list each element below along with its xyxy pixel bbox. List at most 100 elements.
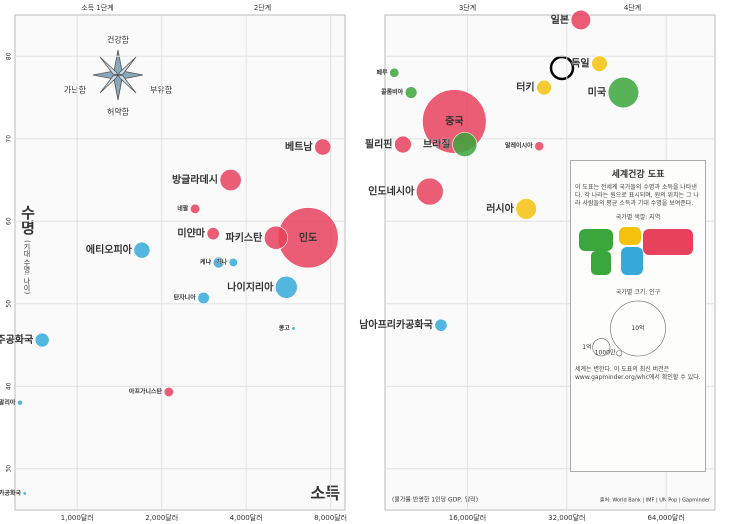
bubble-label: 가나 [216, 258, 228, 266]
bubble-label: 페루 [377, 68, 389, 76]
y-tick-label: 80 [6, 52, 13, 60]
color-legend-title: 국가별 색깔: 지역 [615, 214, 661, 222]
bubble-label: 중국 [445, 115, 463, 127]
map-region [619, 227, 641, 246]
y-axis-title: 수명 [19, 205, 37, 236]
bubble-label: 인도 [299, 231, 317, 244]
x-tick-label: 32,000달러 [548, 513, 585, 522]
bubble-label: 독일 [571, 57, 589, 70]
source: 출처: World Bank | IMF | UN Pop | Gapminde… [600, 497, 711, 504]
compass [92, 49, 144, 101]
x-tick-label: 8,000달러 [314, 513, 347, 522]
info-text: 이 도표는 전세계 국가들의 수명과 소득을 나타낸다. 각 나라는 원으로 표… [575, 184, 699, 208]
stage-label: 3단계 [459, 3, 476, 12]
size-legend-title: 국가별 크기: 인구 [615, 289, 661, 297]
bubble-label: 탄자니아 [174, 293, 197, 301]
size-legend-label: 1000만 [595, 349, 616, 357]
map-region [591, 251, 611, 276]
bubble-label: 네팔 [177, 204, 189, 212]
size-legend: 10억 1억 1000만 [582, 300, 666, 357]
bubble [163, 386, 174, 398]
bubble [591, 55, 608, 72]
bubble-label: 케냐 [200, 258, 212, 266]
x-tick-label: 2,000달러 [145, 513, 178, 522]
highlight-ring [549, 55, 575, 81]
bubble [536, 79, 552, 96]
bubble [291, 326, 296, 331]
bubble-label: 중앙아프리카공화국 [0, 489, 21, 497]
bubble-label: 터키 [516, 81, 534, 94]
bubble-label: 브라질 [423, 138, 451, 151]
bubble-label: 일본 [551, 13, 569, 26]
bubble [34, 332, 50, 348]
x-tick-label: 16,000달러 [449, 513, 486, 522]
bubble-label: 방글라데시 [172, 173, 218, 186]
size-legend-label: 1억 [582, 343, 591, 351]
region-map [579, 227, 693, 276]
compass-up: 건강함 [107, 35, 130, 45]
bubble [570, 9, 591, 31]
bubble [275, 275, 298, 299]
bubble-label: 러시아 [486, 202, 514, 215]
bubble-label: 미얀마 [177, 227, 205, 240]
map-region [643, 229, 693, 256]
size-legend-circle [592, 338, 611, 357]
size-legend-circle [616, 350, 623, 357]
bubble-label: 필리핀 [365, 138, 393, 151]
bubble [133, 241, 151, 259]
y-axis-subtitle: (기대 수명: 나이) [23, 240, 31, 295]
bubble-label: 콜롬비아 [381, 88, 404, 96]
y-tick-label: 30 [6, 465, 13, 473]
bubble [452, 132, 478, 157]
y-tick-label: 60 [6, 217, 13, 225]
stage-label: 4단계 [624, 3, 641, 12]
bubble-label: 남아프리카공화국 [359, 318, 433, 331]
bubble [314, 138, 332, 156]
bubble-label: 베트남 [285, 140, 313, 153]
map-region [621, 247, 643, 276]
bubble [228, 257, 238, 268]
panel-left [14, 14, 346, 511]
bubble [515, 198, 537, 220]
y-tick-label: 50 [6, 300, 13, 308]
size-legend-label: 10억 [631, 324, 644, 332]
map-region [579, 229, 613, 252]
bubble [607, 76, 640, 109]
x-axis-title: (물가를 반영한 1인당 GDP, 달러) [392, 496, 478, 504]
bubble [434, 318, 448, 332]
bubble [219, 169, 242, 191]
stage-label: 2단계 [254, 3, 271, 12]
y-tick-label: 70 [6, 135, 13, 143]
bubble-label: 콩고 [279, 324, 291, 332]
bubble [190, 203, 201, 214]
bubble-label: 파키스탄 [226, 231, 264, 244]
stage-label: 소득 1단계 [81, 3, 113, 12]
x-tick-label: 4,000달러 [230, 513, 263, 522]
x-axis-title: 소득 [311, 484, 341, 503]
bubble [212, 256, 225, 269]
bubble-label: 나이지리아 [227, 280, 274, 293]
compass-down: 허약함 [107, 107, 130, 117]
size-legend-circle [610, 300, 666, 357]
bubble-label: 아프가니스탄 [129, 388, 163, 396]
x-tick-label: 64,000달러 [647, 513, 684, 522]
bubble [394, 135, 412, 154]
bubble-label: 미국 [588, 86, 606, 99]
compass-left: 가난함 [64, 86, 87, 95]
bubble [22, 491, 27, 496]
x-tick-label: 1,000달러 [61, 513, 94, 522]
y-tick-label: 40 [6, 382, 13, 390]
bubble [17, 399, 23, 406]
bubble [534, 141, 545, 152]
bubble [206, 227, 220, 241]
bubble-label: 인도네시아 [368, 185, 415, 198]
info-footer: 세계는 변한다. 이 도표의 최신 버전은 www.gapminder.org/… [575, 366, 701, 382]
bubble-label: 에티오피아 [86, 243, 133, 256]
bubble [404, 86, 418, 99]
info-title: 세계건강 도표 [611, 170, 665, 180]
bubble [264, 225, 288, 250]
bubble [197, 291, 210, 305]
bubble-label: 소말리아 [0, 398, 16, 406]
